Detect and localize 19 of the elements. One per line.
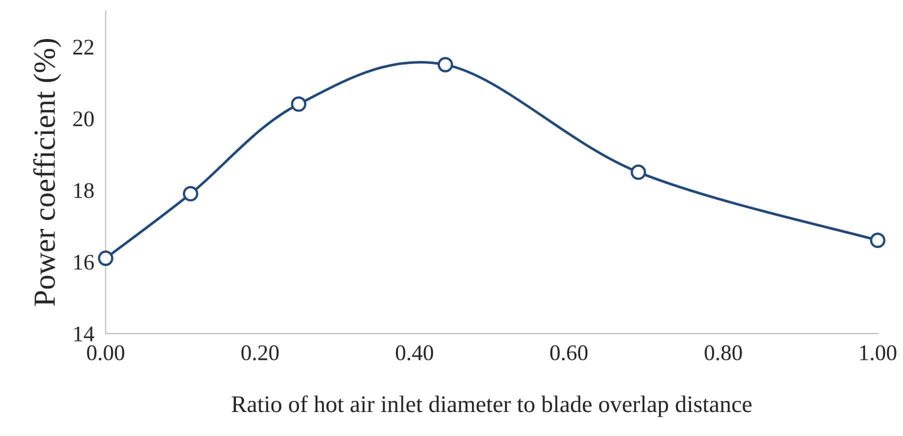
x-tick-label: 0.20 <box>241 345 279 360</box>
point <box>630 164 646 180</box>
x-tick-label: 0.40 <box>396 345 434 360</box>
point <box>182 186 198 202</box>
x-tick-label: 0.60 <box>550 345 588 360</box>
y-tick-label: 16 <box>74 254 94 270</box>
x-tick-label: 0.00 <box>87 345 124 360</box>
y-tick-label: 18 <box>74 183 94 198</box>
point <box>290 96 306 112</box>
y-tick-label: 20 <box>73 111 94 126</box>
y-tick-label: 14 <box>74 326 94 342</box>
y-tick-label: 22 <box>73 40 94 54</box>
point <box>870 232 886 248</box>
y-axis-title: Power coefficient (%) <box>33 38 62 306</box>
x-axis-title: Ratio of hot air inlet diameter to blade overlap distance <box>232 395 752 418</box>
x-tick-label: 1.00 <box>860 345 896 360</box>
x-tick-label: 0.80 <box>704 345 742 360</box>
point <box>98 250 114 266</box>
point <box>438 56 454 72</box>
